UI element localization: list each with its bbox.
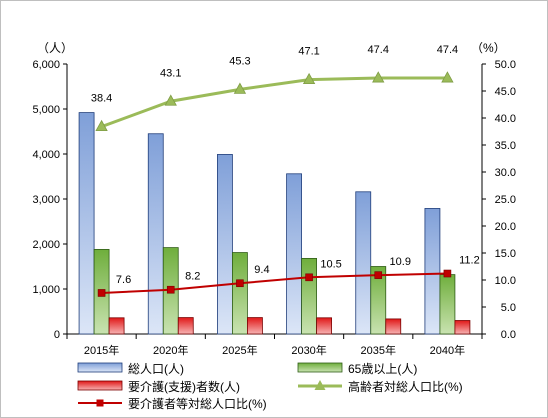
bar xyxy=(370,266,387,335)
point-marker xyxy=(374,271,383,279)
y-right-tick-label: 20.0 xyxy=(495,221,516,233)
bar xyxy=(108,317,125,335)
y-right-tick-label: 5.0 xyxy=(501,302,516,314)
data-label: 7.6 xyxy=(116,274,131,286)
data-label: 9.4 xyxy=(254,264,269,276)
legend-swatch xyxy=(77,362,123,373)
legend-marker xyxy=(96,399,104,407)
y-right-tick-label: 10.0 xyxy=(495,275,516,287)
point-marker xyxy=(305,273,313,282)
y-left-tick-label: 6,000 xyxy=(32,59,60,71)
legend-label: 65歳以上(人) xyxy=(348,362,417,376)
data-label: 11.2 xyxy=(459,255,480,267)
bar xyxy=(147,133,164,335)
point-marker xyxy=(443,269,452,278)
y-left-tick-label: 2,000 xyxy=(32,239,60,251)
legend: 総人口(人) 65歳以上(人) 要介護(支援)者数(人) 高齢者対総人口比(%) 要介護… xyxy=(77,362,463,411)
y-right-tick-label: 0.0 xyxy=(501,329,516,341)
x-tick-label: 2025年 xyxy=(222,343,257,357)
bar xyxy=(439,274,456,335)
y-right-tick-label: 25.0 xyxy=(495,194,516,206)
y-left-tick-label: 1,000 xyxy=(32,284,60,296)
y-right-tick-label: 50.0 xyxy=(495,59,516,71)
y-right-tick-label: 30.0 xyxy=(495,167,516,179)
point-marker xyxy=(164,94,177,106)
y-right-tick-label: 35.0 xyxy=(495,140,516,152)
bar xyxy=(454,320,471,335)
x-tick-label: 2040年 xyxy=(430,343,465,357)
legend-marker xyxy=(314,380,326,390)
point-marker xyxy=(233,82,247,94)
series-line xyxy=(101,76,448,129)
data-labels: 38.4 43.1 45.3 47.1 47.4 47.4 7.6 8.2 9.4 10.5 10.… xyxy=(91,44,480,286)
point-marker xyxy=(95,119,108,132)
data-label: 8.2 xyxy=(185,271,200,283)
point-marker xyxy=(166,285,175,294)
x-tick-label: 2020年 xyxy=(153,343,188,357)
legend-swatch xyxy=(297,362,343,373)
bar xyxy=(301,257,317,335)
y-left-tick-label: 3,000 xyxy=(32,194,60,206)
y-left-tick-label: 4,000 xyxy=(32,149,60,161)
y-right-tick-label: 45.0 xyxy=(495,86,516,98)
y-right-unit: （%） xyxy=(471,41,506,55)
data-label: 47.4 xyxy=(437,44,458,56)
y-left-tick-label: 5,000 xyxy=(32,104,60,116)
bar xyxy=(177,317,194,335)
legend-label: 総人口(人) xyxy=(128,362,184,376)
bar xyxy=(385,318,402,335)
legend-label: 要介護者等対総人口比(%) xyxy=(128,396,267,411)
axes: 0 1,000 2,000 3,000 4,000 5,000 6,000 0.0 5.0 10.… xyxy=(32,41,516,357)
bar xyxy=(247,317,263,335)
data-label: 10.9 xyxy=(390,256,411,268)
legend-label: 要介護(支援)者数(人) xyxy=(128,379,240,394)
bars xyxy=(78,112,471,335)
x-tick-label: 2035年 xyxy=(361,343,396,357)
bar xyxy=(286,173,302,335)
bar xyxy=(355,191,372,335)
y-right-tick-label: 40.0 xyxy=(495,113,516,125)
x-tick-label: 2015年 xyxy=(84,343,119,357)
point-marker xyxy=(372,71,385,83)
point-marker xyxy=(97,289,106,297)
bar xyxy=(424,208,441,335)
data-label: 47.1 xyxy=(298,46,319,58)
bar xyxy=(217,154,233,335)
series-line xyxy=(101,272,448,294)
lines xyxy=(95,71,454,297)
legend-swatch xyxy=(77,380,123,391)
x-tick-label: 2030年 xyxy=(291,343,326,357)
point-marker xyxy=(441,71,454,83)
legend-label: 高齢者対総人口比(%) xyxy=(348,379,463,394)
y-right-tick-label: 15.0 xyxy=(495,248,516,260)
y-left-unit: （人） xyxy=(37,41,73,55)
data-label: 10.5 xyxy=(320,258,341,270)
data-label: 38.4 xyxy=(91,93,112,105)
bar xyxy=(232,252,248,335)
data-label: 43.1 xyxy=(160,67,181,79)
data-label: 45.3 xyxy=(229,55,250,67)
data-label: 47.4 xyxy=(368,44,389,56)
bar xyxy=(78,112,95,335)
bar xyxy=(316,317,332,335)
point-marker xyxy=(236,279,244,288)
y-left-tick-label: 0 xyxy=(54,329,60,341)
point-marker xyxy=(302,72,316,85)
